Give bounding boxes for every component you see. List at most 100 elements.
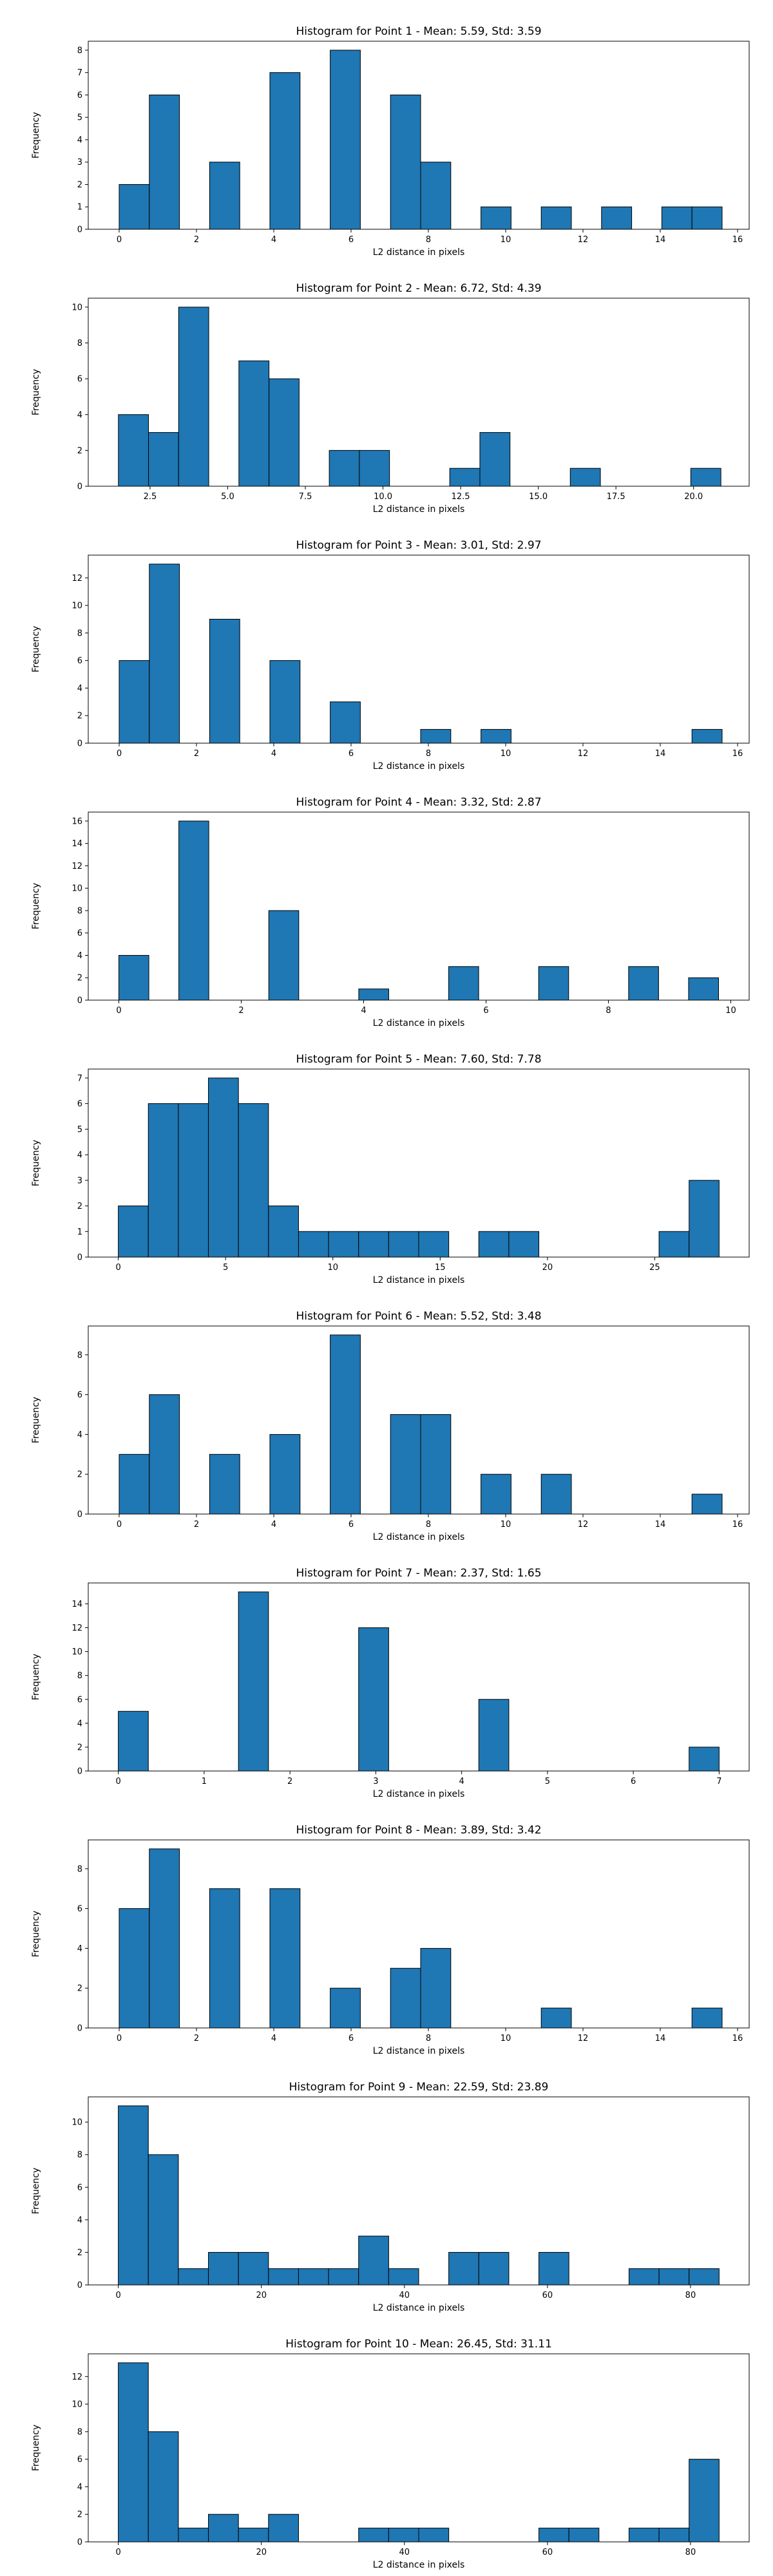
histogram-bar [149,94,180,230]
y-axis-label: Frequency [31,1397,41,1443]
histogram-bar [358,1231,389,1258]
x-axis-label: L2 distance in pixels [373,761,465,772]
y-tick-label: 3 [77,158,82,167]
x-tick-label: 0 [115,2548,120,2557]
x-axis-label: L2 distance in pixels [373,2303,465,2313]
histogram-bar [569,468,601,487]
histogram-bar [238,1103,269,1258]
y-axis-label: Frequency [31,369,41,415]
y-tick-label: 12 [72,1624,82,1633]
x-tick-label: 16 [732,2034,743,2043]
histogram-bar [149,1394,180,1515]
y-tick-label: 10 [72,601,82,611]
histogram-bar [330,701,361,744]
histogram-bar [481,1473,511,1515]
histogram-bar [209,618,240,744]
axes-frame [88,2353,750,2543]
x-axis-label: L2 distance in pixels [373,504,465,515]
y-tick-label: 10 [72,1647,82,1657]
x-axis-label: L2 distance in pixels [373,1018,465,1028]
y-tick-label: 2 [77,180,82,190]
y-tick-label: 4 [77,2483,82,2492]
x-tick-label: 12 [578,749,589,759]
histogram-bar [658,2268,690,2286]
histogram-bar [420,162,452,230]
x-tick-label: 2.5 [144,492,157,502]
y-tick-label: 12 [72,862,82,871]
x-tick-label: 6 [348,1520,354,1530]
histogram-panel: Histogram for Point 8 - Mean: 3.89, Std:… [31,1824,750,2056]
x-tick-label: 80 [685,2291,696,2300]
histogram-bar [149,564,180,744]
x-tick-label: 2 [194,1520,199,1530]
histogram-bar [628,2268,660,2286]
y-tick-label: 5 [77,1125,82,1135]
x-tick-label: 5 [545,1777,550,1786]
histogram-bar [359,450,390,487]
histogram-bar [208,2251,239,2286]
y-axis-label: Frequency [31,1911,41,1957]
y-tick-label: 10 [72,2118,82,2128]
histogram-bar [689,1180,720,1258]
histogram-bar [328,1231,359,1258]
x-tick-label: 15 [435,1263,446,1273]
x-tick-label: 4 [271,1520,276,1530]
y-tick-label: 8 [77,2150,82,2160]
histogram-bar [178,307,209,487]
y-tick-label: 7 [77,1074,82,1083]
histogram-bar [691,206,723,230]
histogram-bar [688,977,719,1001]
histogram-bar [540,206,572,230]
histogram-bar [390,94,421,230]
y-tick-label: 6 [77,1390,82,1400]
y-tick-label: 12 [72,574,82,583]
chart-title: Histogram for Point 6 - Mean: 5.52, Std:… [296,1310,541,1323]
histogram-bar [148,2154,179,2286]
y-tick-label: 4 [77,135,82,145]
x-tick-label: 8 [426,2034,431,2043]
histogram-bar [690,468,721,487]
histogram-bar [149,1848,180,2029]
x-tick-label: 60 [542,2548,553,2557]
x-tick-label: 6 [348,749,354,759]
histogram-bar [209,1888,240,2029]
y-tick-label: 12 [72,2372,82,2382]
histogram-bar [298,2268,329,2286]
histogram-panel: Histogram for Point 5 - Mean: 7.60, Std:… [31,1053,750,1285]
histogram-bar [298,1231,329,1258]
histogram-bar [269,1434,301,1515]
x-tick-label: 6 [348,2034,354,2043]
x-tick-label: 10 [501,749,511,759]
y-tick-label: 0 [77,739,82,749]
histogram-bar [628,966,659,1001]
y-tick-label: 4 [77,2215,82,2225]
x-tick-label: 80 [685,2548,696,2557]
x-tick-label: 4 [271,235,276,245]
y-tick-label: 0 [77,225,82,235]
x-tick-label: 4 [271,749,276,759]
histogram-bar [118,2105,149,2286]
y-tick-label: 6 [77,656,82,666]
x-axis-label: L2 distance in pixels [373,2046,465,2056]
x-tick-label: 0 [115,2291,120,2300]
chart-title: Histogram for Point 2 - Mean: 6.72, Std:… [296,282,541,295]
histogram-bar [568,2528,600,2543]
x-tick-label: 6 [348,235,354,245]
histogram-bar [540,2007,572,2029]
y-tick-label: 0 [77,1510,82,1520]
y-tick-label: 0 [77,996,82,1006]
axes-frame [88,1068,750,1258]
histogram-bar [328,2268,359,2286]
histogram-bar [268,2268,299,2286]
x-tick-label: 20 [542,1263,553,1273]
histogram-bar [628,2528,660,2543]
axes-frame [88,298,750,487]
histogram-bar [661,206,692,230]
histogram-bar [478,1699,510,1772]
histogram-bar [118,1206,149,1258]
histogram-bar [449,468,481,487]
x-tick-label: 5.0 [221,492,234,502]
histogram-bar [358,989,389,1001]
x-tick-label: 10 [501,2034,511,2043]
